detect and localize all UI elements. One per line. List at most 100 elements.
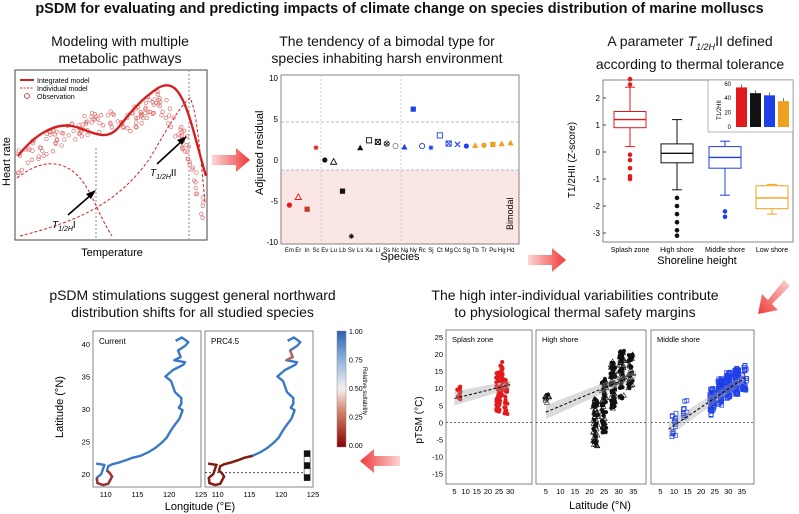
panel-d-xtick: 20 <box>697 487 705 496</box>
box-outlier <box>627 82 633 87</box>
pTSM-point <box>734 367 740 373</box>
panel-e-ylabel: Latitude (°N) <box>55 376 66 438</box>
colorbar <box>336 330 347 448</box>
panel-e-xtick: 110 <box>212 490 224 499</box>
legend-integrated-label: Integrated model <box>37 78 90 85</box>
panel-c-title-line1: A parameter T1/2HII defined <box>607 33 773 52</box>
observation-point <box>138 110 143 115</box>
species-tick-label: Ny <box>410 248 417 254</box>
panel-e-xtick: 115 <box>131 490 143 499</box>
observation-point <box>77 130 82 136</box>
panel-d-xtick: 5 <box>658 487 662 496</box>
panel-b-ytick: 10 <box>269 74 278 83</box>
pTSM-point <box>741 386 747 392</box>
species-residual-point <box>313 145 319 151</box>
species-tick-label: Ss <box>383 248 390 254</box>
pTSM-point <box>505 389 510 394</box>
observation-point <box>133 120 139 125</box>
pTSM-point <box>543 399 551 405</box>
inset-bar <box>736 87 747 127</box>
pTSM-point <box>718 376 724 381</box>
distribution-map: Current 40 35 30 25 20 110 115 120 125 <box>82 330 207 499</box>
observation-point <box>163 115 168 121</box>
pTSM-point <box>727 374 733 380</box>
species-tick-label: Nc <box>392 248 399 254</box>
observation-point <box>97 120 102 126</box>
colorbar-tick: 0.00 <box>349 443 363 450</box>
box-outlier <box>674 203 680 209</box>
species-residual-point <box>472 142 479 148</box>
panel-b-ytick: 0 <box>274 156 279 165</box>
legend-individual-label: Individual model <box>37 86 88 93</box>
observation-point <box>105 113 110 118</box>
figure-title: pSDM for evaluating and predicting impac… <box>35 1 764 17</box>
pTSM-point <box>609 402 616 409</box>
species-residual-point <box>322 157 328 163</box>
pTSM-point <box>734 366 739 372</box>
observation-point <box>36 154 41 159</box>
pTSM-subpanel-frame <box>535 329 647 485</box>
observation-point <box>160 109 165 114</box>
panel-e-xtick: 120 <box>275 490 288 499</box>
panel-a-title-line2: metabolic pathways <box>58 50 182 66</box>
panel-e-title-line2: distribution shifts for all studied spec… <box>71 304 314 320</box>
observation-point <box>73 137 78 142</box>
arrow-a-to-b <box>212 148 250 172</box>
panel-e-title: pSDM stimulations suggest general northw… <box>25 287 360 321</box>
observation-point <box>186 144 191 149</box>
observation-point <box>200 195 205 200</box>
observation-point <box>61 131 66 136</box>
pTSM-point <box>629 351 636 357</box>
observation-point <box>173 134 178 139</box>
inset-ytick: 0 <box>728 125 732 131</box>
observation-point <box>37 145 43 150</box>
thigh-arrowhead <box>177 136 187 145</box>
pTSM-point <box>673 432 678 438</box>
observation-point <box>199 211 204 217</box>
species-tick-label: Sc <box>312 248 319 254</box>
observation-point <box>167 106 173 111</box>
panel-d-ytick: -15 <box>432 470 443 479</box>
panel-d-xtick: 5 <box>452 487 456 496</box>
panel-d-ytick: 10 <box>435 384 443 393</box>
species-tick-label: In <box>305 248 310 254</box>
observation-point <box>48 132 53 137</box>
observation-point <box>190 167 195 172</box>
panel-c-title: A parameter T1/2HII defined according to… <box>585 33 795 73</box>
species-tick-label: Hd <box>507 248 515 254</box>
observation-point <box>179 125 184 130</box>
panel-d-xtick: 15 <box>473 487 481 496</box>
observation-point <box>139 121 144 126</box>
panel-a-frame <box>14 69 208 241</box>
pTSM-point <box>626 385 631 390</box>
pTSM-point <box>599 413 606 420</box>
tlow-label: T1/2HI <box>52 220 76 233</box>
panel-d-xtick: 10 <box>461 487 469 496</box>
panel-b-residual-plot: 10 5 0 -5 -10 Em Er In Sc Ev Lu Lb Sv Ls Xa Li Ss Nc Na Ny… <box>255 74 520 263</box>
observation-point <box>36 156 41 162</box>
arrow-c-to-d <box>758 280 790 314</box>
box-outlier <box>627 165 633 171</box>
panel-e-xtick: 120 <box>163 490 176 499</box>
observation-point <box>48 130 53 135</box>
thigh-arrow <box>156 139 184 165</box>
panel-d-ytick: -10 <box>432 453 443 462</box>
observation-point <box>40 148 45 154</box>
pTSM-point <box>603 384 610 391</box>
bimodal-label: Bimodal <box>505 197 515 230</box>
observation-point <box>179 133 185 138</box>
pTSM-point <box>611 398 618 405</box>
pTSM-point <box>601 402 606 407</box>
observation-point <box>166 113 172 118</box>
observation-point <box>147 109 152 114</box>
observation-point <box>180 146 185 152</box>
species-tick-label: Mg <box>444 248 452 254</box>
panel-c-boxplot: 2 1 0 -1 -2 -3 Splash zone High shore Middle sh… <box>567 76 794 267</box>
pTSM-point <box>673 418 678 424</box>
pTSM-point <box>709 402 714 408</box>
pTSM-point <box>593 425 600 432</box>
panel-d-xtick: 5 <box>544 487 548 496</box>
panel-e-ytick: 40 <box>82 340 90 349</box>
observation-point <box>171 115 176 120</box>
